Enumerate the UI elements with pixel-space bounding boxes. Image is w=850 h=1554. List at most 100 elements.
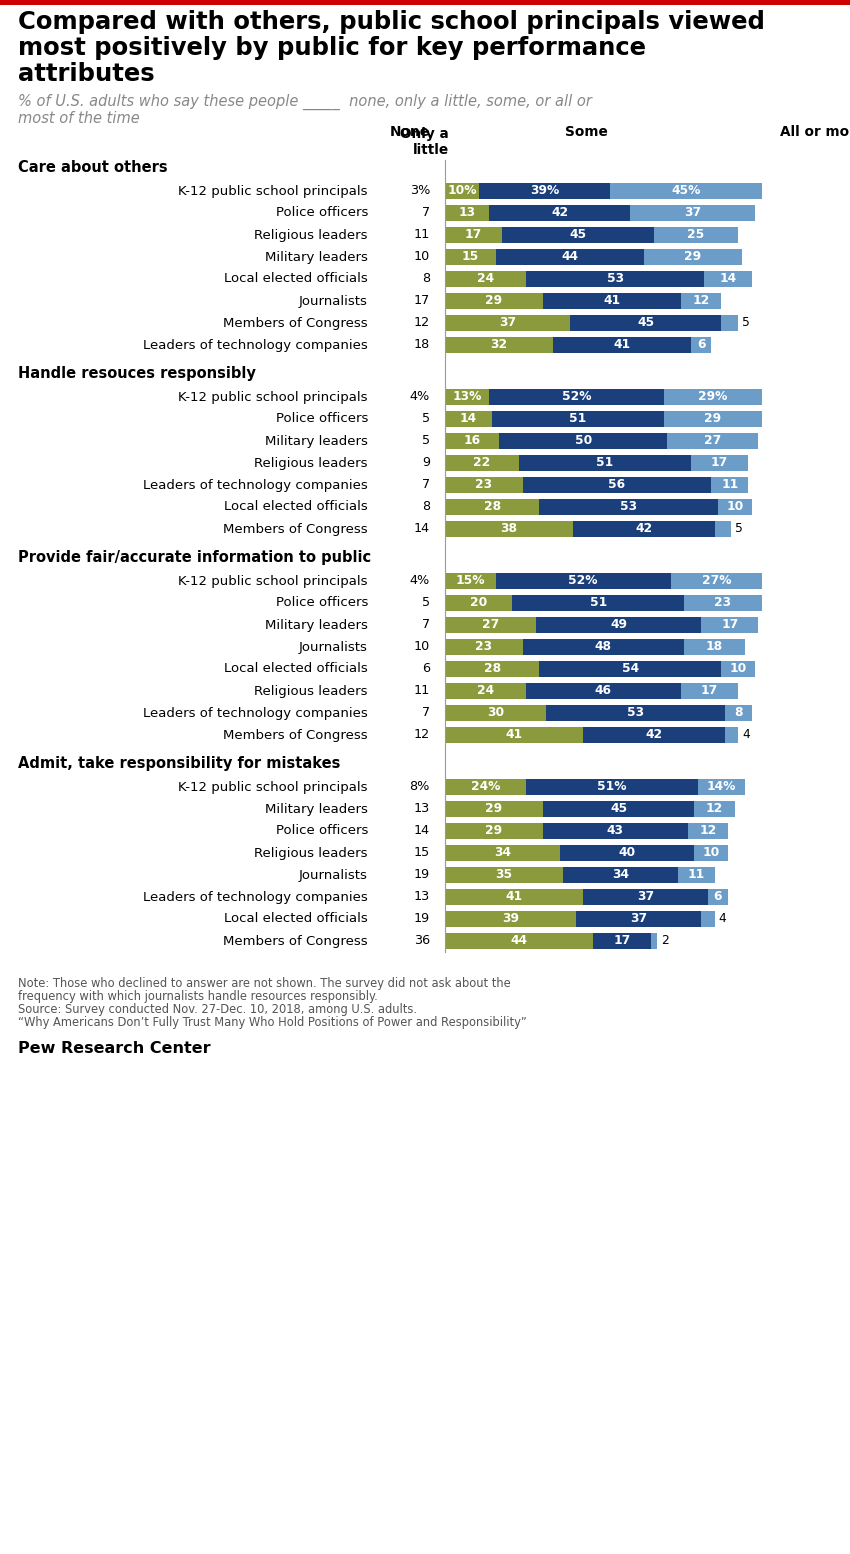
Text: 53: 53 [607, 272, 624, 286]
Bar [445, 617, 536, 632]
Bar [445, 270, 526, 287]
Text: 48: 48 [595, 640, 612, 654]
Text: 14: 14 [414, 825, 430, 838]
Text: 28: 28 [484, 500, 501, 513]
Bar [526, 270, 705, 287]
Text: 38: 38 [501, 522, 518, 536]
Text: 39: 39 [502, 912, 519, 926]
Bar [489, 388, 664, 406]
Text: 5: 5 [422, 412, 430, 426]
Bar [664, 388, 762, 406]
Text: 10: 10 [414, 250, 430, 264]
Text: Leaders of technology companies: Leaders of technology companies [144, 890, 368, 903]
Text: 41: 41 [614, 339, 631, 351]
Bar [445, 249, 496, 264]
Text: Religious leaders: Religious leaders [254, 457, 368, 469]
Text: 13: 13 [458, 207, 475, 219]
Text: 17: 17 [711, 457, 728, 469]
Text: 27: 27 [482, 618, 499, 631]
Text: K-12 public school principals: K-12 public school principals [178, 390, 368, 404]
Text: 4: 4 [742, 729, 750, 741]
Text: Members of Congress: Members of Congress [224, 317, 368, 329]
Bar [543, 800, 694, 817]
Text: Compared with others, public school principals viewed: Compared with others, public school prin… [18, 9, 765, 34]
Text: 24: 24 [477, 272, 494, 286]
Text: 42: 42 [551, 207, 568, 219]
Text: most of the time: most of the time [18, 110, 139, 126]
Text: 51: 51 [597, 457, 614, 469]
Bar [489, 205, 631, 221]
Text: 11: 11 [414, 684, 430, 698]
Bar [496, 249, 643, 264]
Text: Police officers: Police officers [275, 207, 368, 219]
Text: 17: 17 [701, 684, 718, 698]
Text: 12: 12 [706, 802, 723, 816]
Text: 27: 27 [705, 435, 722, 448]
Text: 12: 12 [414, 729, 430, 741]
Text: Members of Congress: Members of Congress [224, 729, 368, 741]
Bar [445, 911, 576, 926]
Text: 45: 45 [610, 802, 627, 816]
Text: 16: 16 [463, 435, 480, 448]
Text: % of U.S. adults who say these people _____  none, only a little, some, or all o: % of U.S. adults who say these people __… [18, 93, 592, 110]
Bar [559, 845, 694, 861]
Text: K-12 public school principals: K-12 public school principals [178, 780, 368, 794]
Bar [445, 183, 479, 199]
Text: Police officers: Police officers [275, 597, 368, 609]
Text: 53: 53 [620, 500, 638, 513]
Text: 3%: 3% [410, 185, 430, 197]
Text: 29%: 29% [698, 390, 728, 404]
Bar [725, 727, 738, 743]
Text: 8: 8 [422, 272, 430, 286]
Text: 34: 34 [494, 847, 511, 859]
Text: 29: 29 [485, 825, 502, 838]
Text: 13: 13 [414, 890, 430, 903]
Bar [718, 499, 751, 514]
Text: 8: 8 [422, 500, 430, 513]
Text: “Why Americans Don’t Fully Trust Many Who Hold Positions of Power and Responsibi: “Why Americans Don’t Fully Trust Many Wh… [18, 1016, 527, 1029]
Text: Police officers: Police officers [275, 412, 368, 426]
Bar [513, 595, 684, 611]
Bar [445, 477, 523, 493]
Bar [694, 845, 728, 861]
Text: 29: 29 [705, 412, 722, 426]
Bar [445, 412, 492, 427]
Bar [445, 660, 540, 678]
Text: Military leaders: Military leaders [265, 618, 368, 631]
Bar [715, 521, 732, 538]
Text: Source: Survey conducted Nov. 27-Dec. 10, 2018, among U.S. adults.: Source: Survey conducted Nov. 27-Dec. 10… [18, 1002, 417, 1016]
Bar [445, 388, 489, 406]
Text: 6: 6 [714, 890, 722, 903]
Bar [445, 727, 583, 743]
Bar [677, 867, 715, 883]
Text: 44: 44 [561, 250, 578, 264]
Text: Members of Congress: Members of Congress [224, 934, 368, 948]
Text: 7: 7 [422, 707, 430, 720]
Bar [445, 205, 489, 221]
Bar [445, 639, 523, 654]
Text: 17: 17 [614, 934, 631, 948]
Bar [722, 660, 755, 678]
Bar [694, 800, 734, 817]
Bar [519, 455, 691, 471]
Text: Care about others: Care about others [18, 160, 167, 176]
Text: Note: Those who declined to answer are not shown. The survey did not ask about t: Note: Those who declined to answer are n… [18, 977, 511, 990]
Text: 8: 8 [734, 707, 742, 720]
Text: Admit, take responsibility for mistakes: Admit, take responsibility for mistakes [18, 755, 340, 771]
Bar [536, 617, 701, 632]
Text: 17: 17 [414, 295, 430, 308]
Bar [445, 779, 526, 796]
Bar [445, 521, 573, 538]
Text: Members of Congress: Members of Congress [224, 522, 368, 536]
Bar [631, 205, 755, 221]
Bar [445, 499, 540, 514]
Text: 4%: 4% [410, 390, 430, 404]
Text: Police officers: Police officers [275, 825, 368, 838]
Bar [445, 337, 552, 353]
Text: Religious leaders: Religious leaders [254, 684, 368, 698]
Text: 6: 6 [422, 662, 430, 676]
Bar [711, 477, 748, 493]
Bar [684, 595, 762, 611]
Bar [445, 684, 526, 699]
Text: Local elected officials: Local elected officials [224, 272, 368, 286]
